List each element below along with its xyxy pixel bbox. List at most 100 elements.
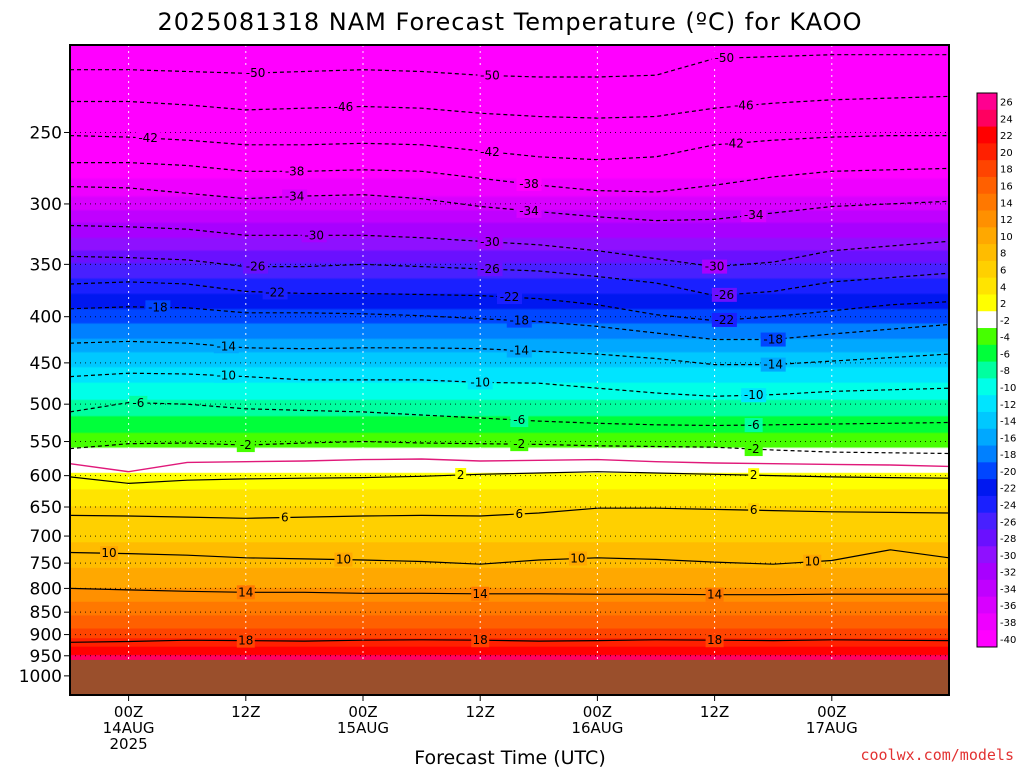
colorbar-swatch bbox=[977, 260, 997, 279]
colorbar-label: 20 bbox=[1000, 148, 1013, 159]
isotherm-contours bbox=[70, 54, 949, 643]
contour-label-bg bbox=[213, 339, 239, 354]
isotherm-line bbox=[70, 54, 949, 78]
contour-label-bg bbox=[243, 259, 269, 274]
contour-label: -38 bbox=[285, 164, 305, 178]
contour-label-bg bbox=[471, 633, 490, 648]
contour-label-bg bbox=[711, 51, 737, 66]
colorbar-swatch bbox=[977, 546, 997, 564]
contour-label: -30 bbox=[705, 260, 725, 274]
isotherm-line bbox=[70, 162, 949, 193]
colorbar-swatch bbox=[977, 613, 997, 631]
contour-label-bg bbox=[702, 259, 728, 274]
y-tick-label: 900 bbox=[30, 626, 62, 646]
contour-label-bg bbox=[455, 467, 467, 482]
colorbar-swatch bbox=[977, 160, 997, 178]
contour-label: -14 bbox=[216, 339, 236, 353]
x-tick-label: 17AUG bbox=[806, 719, 858, 737]
contour-label-bg bbox=[748, 503, 760, 518]
colorbar-swatch bbox=[977, 495, 997, 514]
colorbar-label: -12 bbox=[1000, 400, 1016, 411]
contour-label: 2 bbox=[457, 468, 465, 482]
contour-label: -18 bbox=[148, 300, 168, 314]
x-tick-label: 00Z bbox=[583, 703, 612, 721]
colorbar-swatch bbox=[977, 344, 997, 363]
contour-label: -2 bbox=[240, 438, 252, 452]
colorbar-label: 26 bbox=[1000, 98, 1013, 109]
colorbar-label: -26 bbox=[1000, 517, 1016, 528]
contour-label-bg bbox=[301, 228, 327, 243]
contour-label-bg bbox=[282, 189, 308, 204]
contour-label: -22 bbox=[265, 285, 285, 299]
colorbar-swatch bbox=[977, 294, 997, 312]
colorbar-label: 18 bbox=[1000, 165, 1013, 176]
y-tick-label: 450 bbox=[30, 354, 62, 374]
colorbar-swatch bbox=[977, 361, 997, 379]
contour-label: -30 bbox=[480, 235, 500, 249]
contour-label: 10 bbox=[101, 546, 116, 560]
contour-labels: 18 18 18 14 14 14 10 10 10 10 6 6 6 2 2 -2 -2 -2 -6 -6 -6 -10… bbox=[100, 51, 822, 648]
contour-label: -22 bbox=[715, 313, 735, 327]
contour-label: 18 bbox=[238, 634, 253, 648]
colorbar-label: 10 bbox=[1000, 232, 1013, 243]
y-tick-label: 300 bbox=[30, 195, 62, 215]
contour-label: 10 bbox=[336, 553, 351, 567]
contour-label-bg bbox=[803, 554, 822, 569]
contour-label-bg bbox=[510, 437, 529, 452]
isotherm-line bbox=[70, 135, 949, 161]
x-tick-label: 12Z bbox=[231, 703, 260, 721]
colorbar-label: -22 bbox=[1000, 484, 1016, 495]
colorbar-label: 22 bbox=[1000, 131, 1013, 142]
temperature-colorbar: 26 24 22 20 18 16 14 12 10 8 6 4 2 -2 -4 -6 -8 -10 -12 -14 -… bbox=[976, 92, 1016, 648]
contour-label-bg bbox=[262, 285, 288, 300]
contour-label: -2 bbox=[748, 442, 760, 456]
colorbar-swatch bbox=[977, 328, 997, 346]
contour-label: -14 bbox=[763, 358, 783, 372]
x-tick-label: 12Z bbox=[466, 703, 495, 721]
contour-label-bg bbox=[279, 510, 291, 525]
y-tick-label: 950 bbox=[30, 647, 62, 667]
contour-label: -10 bbox=[216, 369, 236, 383]
contour-label-bg bbox=[477, 234, 503, 249]
y-tick-label: 400 bbox=[30, 308, 62, 328]
colorbar-swatch bbox=[977, 126, 997, 144]
contour-label-bg bbox=[477, 262, 503, 277]
colorbar-swatch bbox=[977, 479, 997, 497]
isotherm-line bbox=[70, 507, 949, 519]
colorbar-label: -16 bbox=[1000, 433, 1016, 444]
contour-label-bg bbox=[506, 343, 532, 358]
y-tick-label: 600 bbox=[30, 467, 62, 487]
contour-label-bg bbox=[506, 313, 532, 328]
source-credit[interactable]: coolwx.com/models bbox=[860, 746, 1014, 764]
colorbar-frame bbox=[976, 92, 998, 648]
contour-label: -26 bbox=[480, 262, 500, 276]
colorbar-label: -6 bbox=[1000, 349, 1010, 360]
contour-label-bg bbox=[568, 551, 587, 566]
colorbar-label: -40 bbox=[1000, 635, 1016, 646]
temperature-shading bbox=[70, 45, 949, 695]
colorbar-swatch bbox=[977, 445, 997, 463]
contour-label: -10 bbox=[470, 375, 490, 389]
contour-label: 18 bbox=[473, 633, 488, 647]
colorbar-label: -34 bbox=[1000, 584, 1016, 595]
colorbar-swatch bbox=[977, 596, 997, 614]
contour-label: 10 bbox=[805, 555, 820, 569]
contour-label-bg bbox=[744, 442, 763, 457]
x-tick-label: 00Z bbox=[817, 703, 846, 721]
y-tick-label: 350 bbox=[30, 255, 62, 275]
contour-label-bg bbox=[334, 552, 353, 567]
contour-label-bg bbox=[243, 66, 269, 81]
contour-label: -6 bbox=[513, 413, 525, 427]
contour-label: 6 bbox=[281, 511, 289, 525]
colorbar-swatch bbox=[977, 311, 997, 329]
colorbar-label: -28 bbox=[1000, 534, 1016, 545]
y-tick-label: 650 bbox=[30, 498, 62, 518]
colorbar-swatch bbox=[977, 227, 997, 245]
colorbar-label: 24 bbox=[1000, 114, 1013, 125]
contour-label: 14 bbox=[238, 585, 253, 599]
contour-label-bg bbox=[516, 203, 542, 218]
isotherm-line bbox=[70, 549, 949, 565]
contour-label: 10 bbox=[570, 552, 585, 566]
contour-label-bg bbox=[477, 68, 503, 83]
